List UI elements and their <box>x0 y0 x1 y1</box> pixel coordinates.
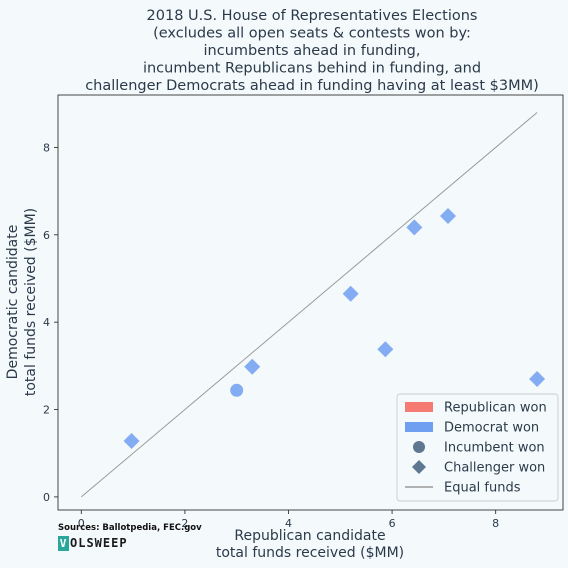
challenger-point <box>406 219 423 236</box>
legend-label: Incumbent won <box>444 441 545 456</box>
title-line: incumbents ahead in funding, <box>204 43 421 59</box>
y-axis-label-line: Democratic candidate <box>5 225 21 380</box>
title-line: 2018 U.S. House of Representatives Elect… <box>147 8 478 24</box>
y-tick-label: 8 <box>43 141 50 154</box>
y-axis-label: Democratic candidate total funds received… <box>5 208 39 396</box>
legend: Republican won Democrat won Incumbent won C… <box>396 393 559 502</box>
plot-area <box>57 94 564 511</box>
equal-funds-line <box>80 112 538 498</box>
legend-swatch <box>405 422 433 432</box>
x-axis-ticks: 0 2 4 6 8 <box>78 510 499 530</box>
legend-label: Republican won <box>444 401 547 416</box>
y-axis-ticks: 0 2 4 6 8 <box>43 141 58 504</box>
incumbent-point <box>230 383 244 397</box>
legend-label: Equal funds <box>444 481 521 496</box>
x-tick-label: 2 <box>181 517 188 530</box>
challenger-point <box>123 432 140 449</box>
y-tick-label: 2 <box>43 404 50 417</box>
title-line: incumbent Republicans behind in funding,… <box>143 61 481 77</box>
y-axis-label-line: total funds received ($MM) <box>23 208 39 396</box>
challenger-point <box>529 370 546 387</box>
legend-box <box>396 393 559 502</box>
title-line: challenger Democrats ahead in funding ha… <box>85 78 539 94</box>
legend-diamond-marker <box>412 460 426 474</box>
x-axis-label-line: total funds received ($MM) <box>216 545 404 561</box>
x-tick-label: 4 <box>285 517 292 530</box>
y-tick-label: 4 <box>43 316 50 329</box>
legend-circle-marker <box>413 441 425 453</box>
title-line: (excludes all open seats & contests won … <box>153 26 471 42</box>
x-axis-label-line: Republican candidate <box>234 528 385 544</box>
chart-title: 2018 U.S. House of Representatives Elect… <box>85 8 539 94</box>
legend-label: Challenger won <box>444 461 545 476</box>
logo-mark: V <box>58 535 69 551</box>
x-tick-label: 0 <box>78 517 85 530</box>
challenger-point <box>440 208 457 225</box>
legend-swatch <box>405 402 433 412</box>
y-tick-label: 6 <box>43 229 50 242</box>
sources-note: Sources: Ballotpedia, FEC.gov <box>58 523 202 533</box>
y-tick-label: 0 <box>43 491 50 504</box>
legend-label: Democrat won <box>444 421 539 436</box>
logo-text: OLSWEEP <box>70 536 128 550</box>
challenger-point <box>342 285 359 302</box>
challenger-point <box>377 341 394 358</box>
x-tick-label: 8 <box>492 517 499 530</box>
volsweep-logo: V OLSWEEP <box>58 535 128 551</box>
challenger-point <box>244 358 261 375</box>
data-points <box>123 208 546 449</box>
x-tick-label: 6 <box>389 517 396 530</box>
